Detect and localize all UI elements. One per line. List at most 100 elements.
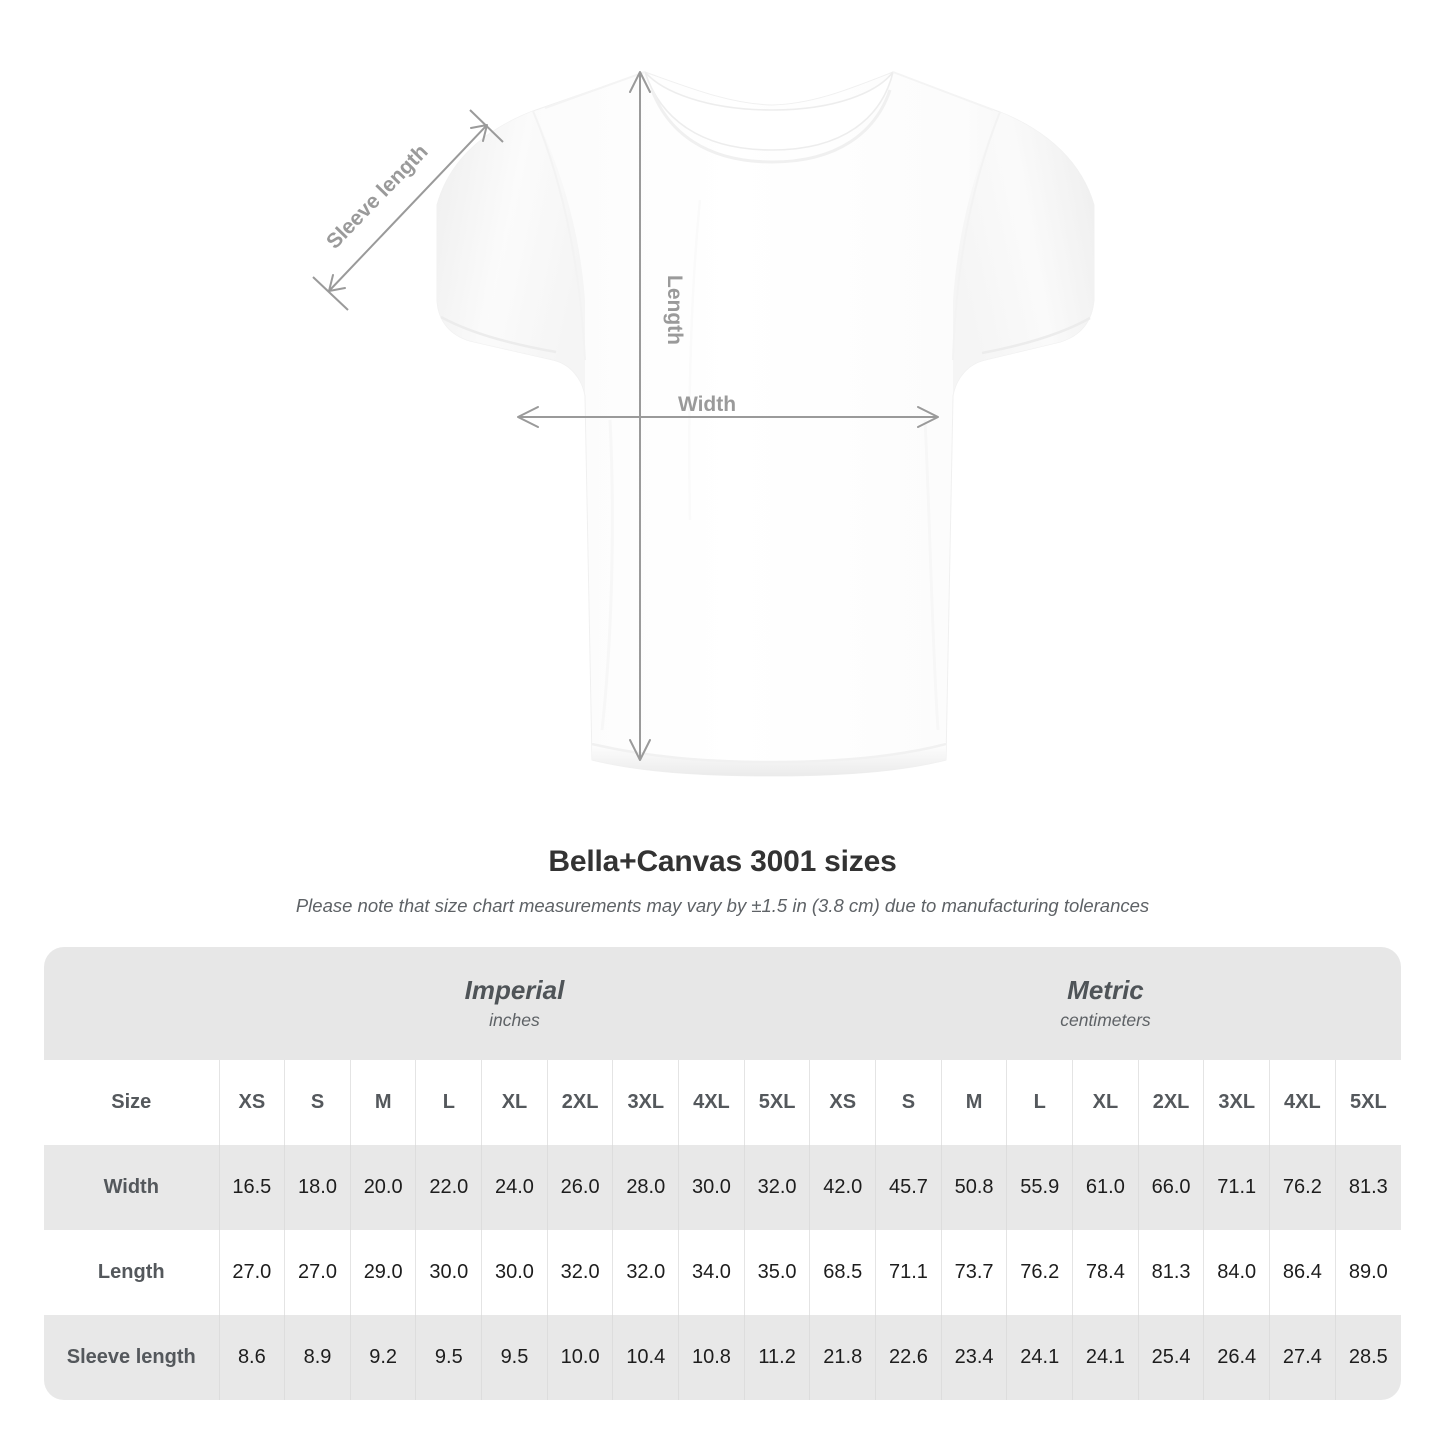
value-cell: 10.0 <box>546 1315 613 1400</box>
value-cell: 8.9 <box>284 1315 351 1400</box>
length-label: Length <box>663 275 686 345</box>
size-header-cell-5xl: 5XL <box>743 1060 810 1145</box>
value-cell: 71.1 <box>875 1230 942 1315</box>
size-header-cell-l: L <box>415 1060 482 1145</box>
sleeve-length-label: Sleeve length <box>322 140 433 253</box>
value-cell: 55.9 <box>1006 1145 1073 1230</box>
size-header-cell-3xl: 3XL <box>612 1060 679 1145</box>
size-header-cell-3xl: 3XL <box>1203 1060 1270 1145</box>
value-cell: 66.0 <box>1137 1145 1204 1230</box>
value-cell: 26.4 <box>1203 1315 1270 1400</box>
size-header-cell-s: S <box>875 1060 942 1145</box>
value-cell: 9.5 <box>415 1315 482 1400</box>
value-cell: 73.7 <box>940 1230 1007 1315</box>
unit-group-header-row: Imperial inches Metric centimeters <box>44 947 1401 1060</box>
value-cell: 11.2 <box>743 1315 810 1400</box>
size-header-cell-xl: XL <box>1072 1060 1139 1145</box>
unit-group-unit: inches <box>489 1009 540 1030</box>
value-cell: 21.8 <box>809 1315 876 1400</box>
value-cell: 71.1 <box>1203 1145 1270 1230</box>
value-cell: 86.4 <box>1269 1230 1336 1315</box>
size-header-cell-2xl: 2XL <box>1137 1060 1204 1145</box>
value-cell: 76.2 <box>1006 1230 1073 1315</box>
value-cell: 78.4 <box>1072 1230 1139 1315</box>
value-cell: 27.4 <box>1269 1315 1336 1400</box>
value-cell: 26.0 <box>546 1145 613 1230</box>
size-header-cell-l: L <box>1006 1060 1073 1145</box>
table-row: Width 16.5 18.0 20.0 22.0 24.0 26.0 28.0 30.0 32.… <box>44 1145 1401 1230</box>
measurement-annotations <box>312 71 939 761</box>
size-header-cell-5xl: 5XL <box>1334 1060 1401 1145</box>
unit-group-name: Imperial <box>464 975 565 1006</box>
size-chart-table-container: Imperial inches Metric centimeters Size XS S M L… <box>44 947 1401 1400</box>
value-cell: 61.0 <box>1072 1145 1139 1230</box>
value-cell: 68.5 <box>809 1230 876 1315</box>
unit-row-corner-cell <box>44 947 220 1060</box>
value-cell: 24.0 <box>481 1145 548 1230</box>
value-cell: 25.4 <box>1137 1315 1204 1400</box>
table-row: Sleeve length 8.6 8.9 9.2 9.5 9.5 10.0 10.4 10.8… <box>44 1315 1401 1400</box>
value-cell: 18.0 <box>284 1145 351 1230</box>
value-cell: 42.0 <box>809 1145 876 1230</box>
value-cell: 89.0 <box>1334 1230 1401 1315</box>
unit-group-metric: Metric centimeters <box>809 947 1401 1060</box>
unit-group-unit: centimeters <box>1060 1009 1151 1030</box>
size-header-cell-xs: XS <box>218 1060 285 1145</box>
size-chart-table: Imperial inches Metric centimeters Size XS S M L… <box>44 947 1401 1400</box>
table-row: Length 27.0 27.0 29.0 30.0 30.0 32.0 32.0 34.0 35… <box>44 1230 1401 1315</box>
measurement-label-width: Width <box>44 1145 220 1230</box>
value-cell: 10.4 <box>612 1315 679 1400</box>
width-dimension-arrow <box>517 406 939 428</box>
size-header-cell-4xl: 4XL <box>1269 1060 1336 1145</box>
value-cell: 10.8 <box>678 1315 745 1400</box>
size-header-cell-2xl: 2XL <box>546 1060 613 1145</box>
value-cell: 16.5 <box>218 1145 285 1230</box>
value-cell: 32.0 <box>612 1230 679 1315</box>
sleeve-length-dimension-arrow <box>312 109 504 311</box>
value-cell: 9.2 <box>349 1315 416 1400</box>
tshirt-garment <box>436 71 1095 777</box>
measurement-label-sleeve-length: Sleeve length <box>44 1315 220 1400</box>
value-cell: 22.6 <box>875 1315 942 1400</box>
value-cell: 76.2 <box>1269 1145 1336 1230</box>
value-cell: 34.0 <box>678 1230 745 1315</box>
size-column-header: Size <box>44 1060 220 1145</box>
value-cell: 29.0 <box>349 1230 416 1315</box>
value-cell: 45.7 <box>875 1145 942 1230</box>
value-cell: 28.5 <box>1334 1315 1401 1400</box>
value-cell: 9.5 <box>481 1315 548 1400</box>
size-header-cell-s: S <box>284 1060 351 1145</box>
width-label: Width <box>678 393 736 416</box>
value-cell: 24.1 <box>1072 1315 1139 1400</box>
value-cell: 27.0 <box>284 1230 351 1315</box>
value-cell: 20.0 <box>349 1145 416 1230</box>
size-header-row: Size XS S M L XL 2XL 3XL 4XL 5XL XS S M L XL 2XL 3XL 4XL 5… <box>44 1060 1401 1145</box>
value-cell: 32.0 <box>743 1145 810 1230</box>
value-cell: 22.0 <box>415 1145 482 1230</box>
page-title: Bella+Canvas 3001 sizes <box>548 845 897 878</box>
size-header-cell-4xl: 4XL <box>678 1060 745 1145</box>
value-cell: 30.0 <box>678 1145 745 1230</box>
value-cell: 24.1 <box>1006 1315 1073 1400</box>
value-cell: 23.4 <box>940 1315 1007 1400</box>
value-cell: 84.0 <box>1203 1230 1270 1315</box>
measurement-label-length: Length <box>44 1230 220 1315</box>
size-header-cell-xs: XS <box>809 1060 876 1145</box>
unit-group-imperial: Imperial inches <box>219 947 810 1060</box>
value-cell: 27.0 <box>218 1230 285 1315</box>
value-cell: 81.3 <box>1334 1145 1401 1230</box>
value-cell: 30.0 <box>415 1230 482 1315</box>
tolerance-note: Please note that size chart measurements… <box>295 895 1150 916</box>
value-cell: 30.0 <box>481 1230 548 1315</box>
value-cell: 35.0 <box>743 1230 810 1315</box>
size-header-cell-xl: XL <box>481 1060 548 1145</box>
value-cell: 50.8 <box>940 1145 1007 1230</box>
tshirt-diagram: Width Length Sleeve length <box>312 71 1095 777</box>
unit-group-name: Metric <box>1067 975 1144 1006</box>
value-cell: 28.0 <box>612 1145 679 1230</box>
value-cell: 32.0 <box>546 1230 613 1315</box>
size-header-cell-m: M <box>349 1060 416 1145</box>
size-header-cell-m: M <box>940 1060 1007 1145</box>
value-cell: 8.6 <box>218 1315 285 1400</box>
value-cell: 81.3 <box>1137 1230 1204 1315</box>
